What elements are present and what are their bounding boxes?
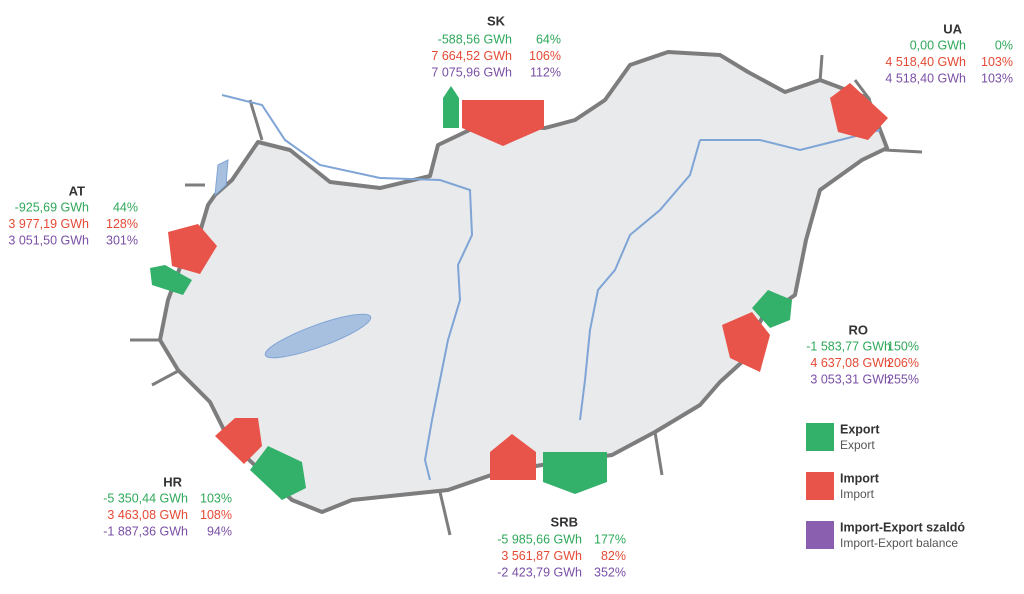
legend-swatch bbox=[806, 521, 834, 549]
legend-swatch bbox=[806, 472, 834, 500]
lake-ferto bbox=[214, 159, 229, 197]
import-value: 4 518,40 GWh bbox=[885, 55, 966, 69]
border-code: UA bbox=[943, 21, 962, 36]
balance-percent: 301% bbox=[106, 233, 138, 247]
export-percent: 103% bbox=[200, 491, 232, 505]
legend-subtitle: Import-Export balance bbox=[840, 536, 958, 550]
balance-value: -1 887,36 GWh bbox=[103, 524, 188, 538]
balance-percent: 112% bbox=[530, 65, 561, 79]
flow-arrows bbox=[150, 83, 888, 500]
border-code: RO bbox=[849, 322, 869, 337]
import-percent: 128% bbox=[106, 217, 138, 231]
import-value: 3 463,08 GWh bbox=[107, 508, 188, 522]
export-percent: 44% bbox=[113, 200, 138, 214]
legend-subtitle: Import bbox=[840, 487, 875, 501]
export-value: -925,69 GWh bbox=[15, 200, 89, 214]
import-percent: 82% bbox=[601, 549, 626, 563]
rivers bbox=[221, 94, 881, 481]
balance-value: -2 423,79 GWh bbox=[497, 565, 582, 579]
balance-value: 3 051,50 GWh bbox=[8, 233, 89, 247]
import-percent: 106% bbox=[529, 49, 561, 63]
import-value: 4 637,08 GWh bbox=[810, 356, 891, 370]
legend-title: Import-Export szaldó bbox=[840, 520, 965, 534]
border-code: SRB bbox=[551, 514, 578, 529]
export-percent: 177% bbox=[594, 532, 626, 546]
lake-balaton bbox=[264, 313, 372, 359]
balance-value: 3 053,31 GWh bbox=[810, 372, 891, 386]
legend-title: Import bbox=[840, 471, 880, 485]
border-code: HR bbox=[163, 474, 182, 489]
legend-subtitle: Export bbox=[840, 438, 875, 452]
import-percent: 108% bbox=[200, 508, 232, 522]
export-percent: 150% bbox=[887, 339, 919, 353]
export-value: -588,56 GWh bbox=[438, 32, 512, 46]
balance-value: 4 518,40 GWh bbox=[885, 71, 966, 85]
export-value: 0,00 GWh bbox=[910, 38, 966, 52]
export-value: -5 350,44 GWh bbox=[103, 491, 188, 505]
import-percent: 103% bbox=[981, 55, 1013, 69]
export-percent: 64% bbox=[536, 32, 561, 46]
legend-swatch bbox=[806, 423, 834, 451]
balance-percent: 352% bbox=[594, 565, 626, 579]
import-percent: 206% bbox=[887, 356, 919, 370]
balance-percent: 103% bbox=[981, 71, 1013, 85]
balance-value: 7 075,96 GWh bbox=[431, 65, 512, 79]
import-value: 7 664,52 GWh bbox=[431, 49, 512, 63]
import-value: 3 977,19 GWh bbox=[8, 217, 89, 231]
border-code: SK bbox=[487, 13, 506, 28]
balance-percent: 255% bbox=[887, 372, 919, 386]
legend-title: Export bbox=[840, 422, 880, 436]
balance-percent: 94% bbox=[207, 524, 232, 538]
border-code: AT bbox=[69, 183, 85, 198]
export-value: -5 985,66 GWh bbox=[497, 532, 582, 546]
export-value: -1 583,77 GWh bbox=[806, 339, 891, 353]
export-percent: 0% bbox=[995, 38, 1013, 52]
import-value: 3 561,87 GWh bbox=[501, 549, 582, 563]
